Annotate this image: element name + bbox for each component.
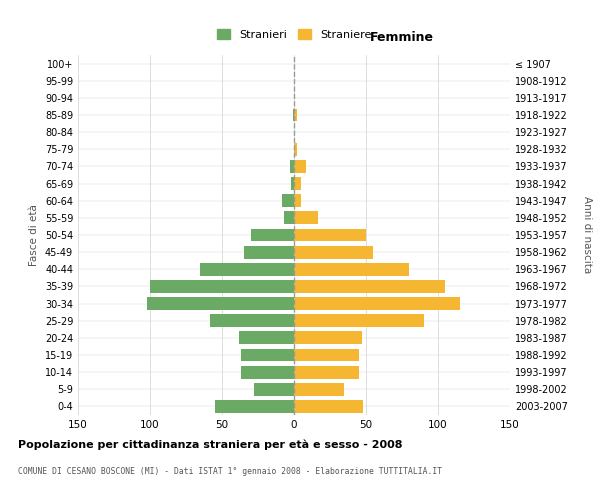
Bar <box>283 194 294 207</box>
Bar <box>294 332 362 344</box>
Bar <box>215 400 294 413</box>
Bar <box>244 246 294 258</box>
Bar <box>294 263 409 276</box>
Y-axis label: Fasce di età: Fasce di età <box>29 204 39 266</box>
Bar <box>147 297 294 310</box>
Bar <box>294 143 297 156</box>
Bar <box>294 314 424 327</box>
Bar <box>291 177 294 190</box>
Bar <box>200 263 294 276</box>
Bar <box>294 383 344 396</box>
Bar <box>254 383 294 396</box>
Bar <box>241 366 294 378</box>
Bar <box>239 332 294 344</box>
Bar <box>294 194 301 207</box>
Bar <box>150 280 294 293</box>
Bar <box>211 314 294 327</box>
Bar <box>294 366 359 378</box>
Bar <box>241 348 294 362</box>
Bar <box>293 108 294 122</box>
Bar <box>294 348 359 362</box>
Bar <box>294 177 301 190</box>
Bar <box>294 228 366 241</box>
Text: Popolazione per cittadinanza straniera per età e sesso - 2008: Popolazione per cittadinanza straniera p… <box>18 440 403 450</box>
Bar <box>294 160 305 173</box>
Bar <box>284 212 294 224</box>
Text: Femmine: Femmine <box>370 31 434 44</box>
Text: COMUNE DI CESANO BOSCONE (MI) - Dati ISTAT 1° gennaio 2008 - Elaborazione TUTTIT: COMUNE DI CESANO BOSCONE (MI) - Dati IST… <box>18 468 442 476</box>
Bar <box>294 280 445 293</box>
Bar <box>290 160 294 173</box>
Bar <box>294 297 460 310</box>
Bar <box>294 212 319 224</box>
Bar <box>294 246 373 258</box>
Bar <box>294 400 363 413</box>
Y-axis label: Anni di nascita: Anni di nascita <box>581 196 592 274</box>
Bar <box>294 108 297 122</box>
Bar <box>251 228 294 241</box>
Legend: Stranieri, Straniere: Stranieri, Straniere <box>212 24 376 44</box>
